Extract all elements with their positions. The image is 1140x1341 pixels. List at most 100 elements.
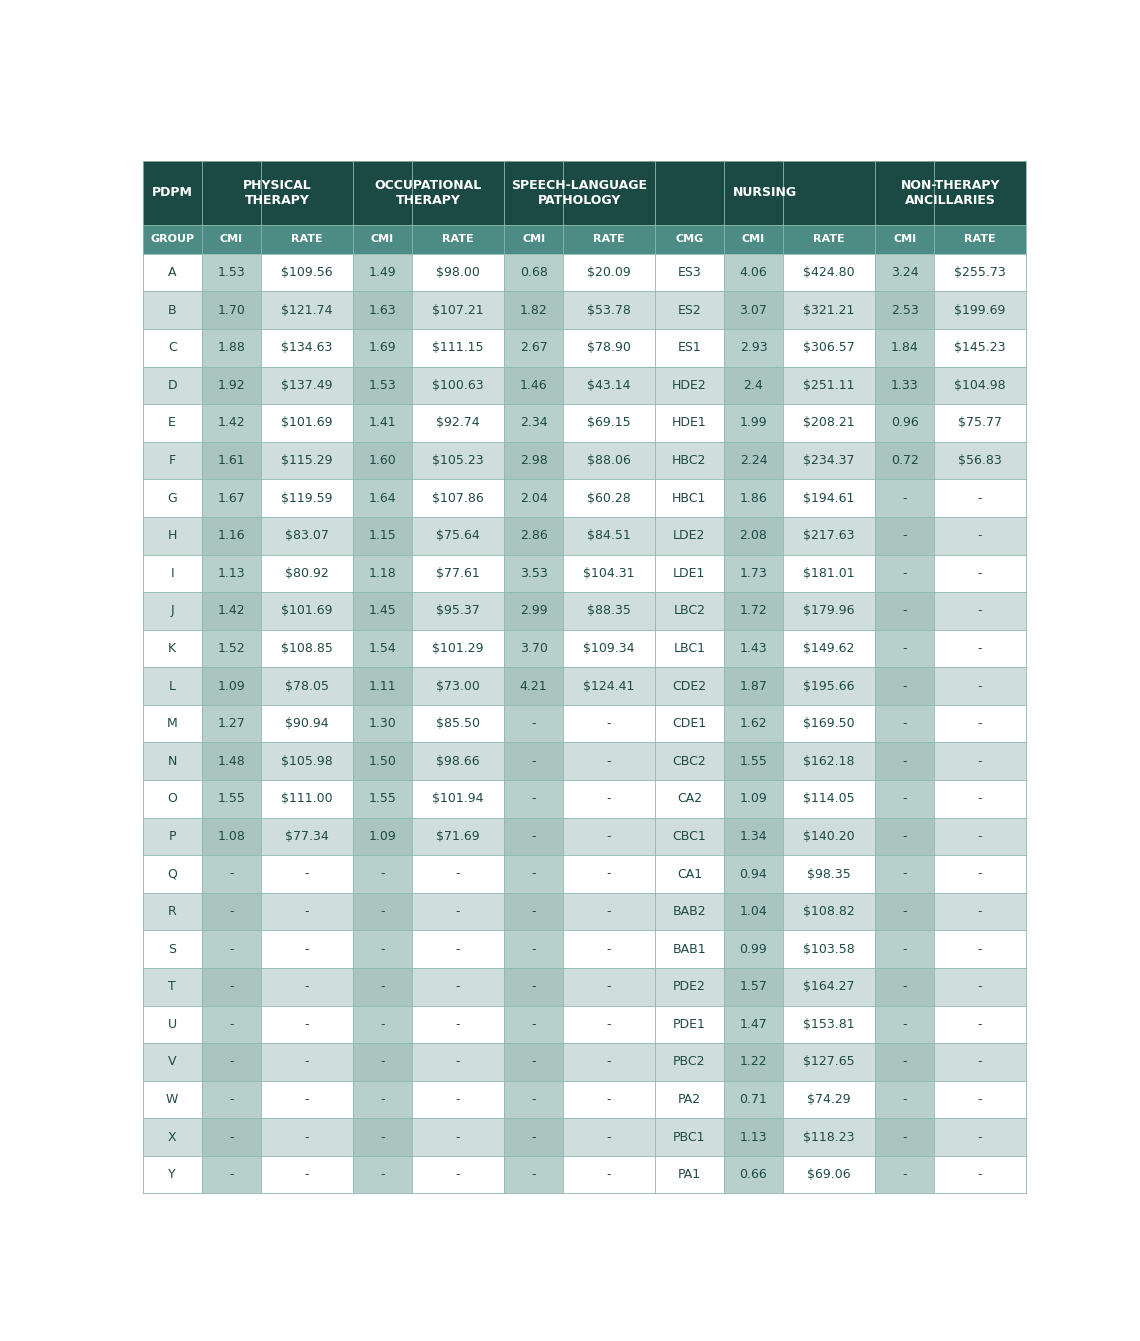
Bar [413,555,504,593]
Bar [874,705,934,743]
Text: -: - [903,1093,906,1106]
Bar [353,366,413,404]
Bar [724,366,783,404]
Bar [724,441,783,479]
Text: 0.96: 0.96 [890,417,919,429]
Text: RATE: RATE [813,235,845,244]
Text: $179.96: $179.96 [804,605,855,617]
Bar [504,253,563,291]
Bar [142,329,202,366]
Text: -: - [978,605,983,617]
Text: -: - [229,1168,234,1181]
Text: 3.53: 3.53 [520,567,547,579]
Bar [934,1118,1026,1156]
Bar [874,593,934,630]
Bar [934,225,1026,253]
Bar [261,780,353,818]
Bar [724,893,783,931]
Bar [202,818,261,856]
Bar [504,743,563,780]
Text: $181.01: $181.01 [804,567,855,579]
Bar [934,668,1026,705]
Bar [874,1156,934,1193]
Bar [142,818,202,856]
Bar [413,1118,504,1156]
Bar [783,1156,874,1193]
Text: 1.27: 1.27 [218,717,245,730]
Bar [261,225,353,253]
Text: -: - [531,1168,536,1181]
Bar [353,441,413,479]
Text: $118.23: $118.23 [804,1130,855,1144]
Text: 1.52: 1.52 [218,642,245,654]
Text: Q: Q [168,868,177,881]
Text: U: U [168,1018,177,1031]
Bar [563,291,655,329]
Text: -: - [903,680,906,692]
Text: -: - [903,830,906,843]
Bar [413,593,504,630]
Bar [202,931,261,968]
Text: -: - [606,1130,611,1144]
Bar [504,161,656,225]
Text: $199.69: $199.69 [954,303,1005,316]
Text: $104.31: $104.31 [584,567,635,579]
Bar [724,705,783,743]
Text: -: - [531,755,536,768]
Text: B: B [168,303,177,316]
Text: 1.30: 1.30 [368,717,397,730]
Text: -: - [531,793,536,806]
Bar [353,893,413,931]
Bar [202,1081,261,1118]
Bar [874,1118,934,1156]
Text: HBC2: HBC2 [673,455,707,467]
Bar [202,893,261,931]
Bar [353,404,413,441]
Text: 1.82: 1.82 [520,303,547,316]
Text: -: - [304,1130,309,1144]
Bar [202,743,261,780]
Bar [563,253,655,291]
Bar [202,516,261,555]
Bar [874,516,934,555]
Text: LBC2: LBC2 [674,605,706,617]
Text: -: - [531,717,536,730]
Text: $53.78: $53.78 [587,303,632,316]
Text: $124.41: $124.41 [584,680,635,692]
Text: -: - [978,1168,983,1181]
Text: -: - [304,1093,309,1106]
Bar [874,931,934,968]
Bar [724,1043,783,1081]
Text: 0.94: 0.94 [740,868,767,881]
Text: 1.61: 1.61 [218,455,245,467]
Bar [142,668,202,705]
Text: 1.13: 1.13 [218,567,245,579]
Text: 4.21: 4.21 [520,680,547,692]
Text: 1.55: 1.55 [368,793,397,806]
Bar [563,705,655,743]
Text: 1.43: 1.43 [740,642,767,654]
Text: -: - [903,755,906,768]
Text: $208.21: $208.21 [804,417,855,429]
Text: -: - [381,1093,384,1106]
Bar [783,516,874,555]
Bar [202,668,261,705]
Bar [783,441,874,479]
Text: -: - [229,905,234,919]
Bar [261,1006,353,1043]
Bar [656,253,724,291]
Bar [504,593,563,630]
Bar [934,1156,1026,1193]
Text: $75.77: $75.77 [958,417,1002,429]
Bar [656,225,724,253]
Text: P: P [169,830,176,843]
Bar [202,329,261,366]
Text: $78.05: $78.05 [285,680,329,692]
Bar [783,968,874,1006]
Bar [563,668,655,705]
Text: -: - [381,1168,384,1181]
Bar [413,291,504,329]
Bar [563,818,655,856]
Text: ES2: ES2 [677,303,701,316]
Bar [563,743,655,780]
